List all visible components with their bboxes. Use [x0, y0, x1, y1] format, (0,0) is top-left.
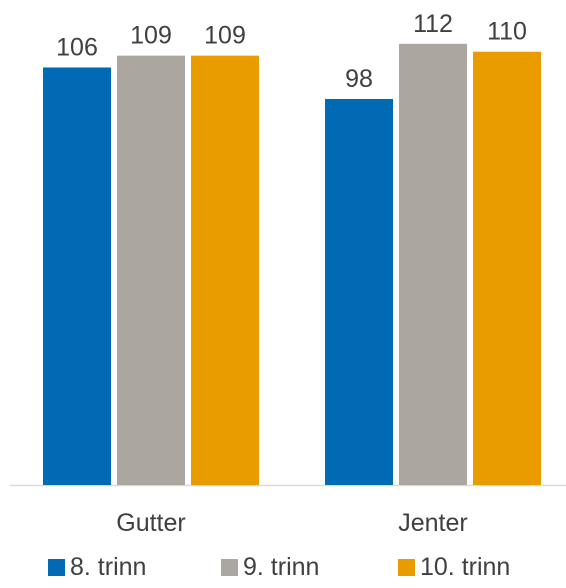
data-label: 98: [345, 65, 373, 93]
data-label: 110: [487, 18, 527, 46]
legend-item-9-trinn: 9. trinn: [221, 552, 319, 583]
data-label: 106: [56, 33, 98, 61]
bar-gutter-8-trinn: [43, 67, 111, 485]
data-label: 112: [413, 10, 453, 38]
data-label: 109: [130, 22, 172, 50]
x-tick-label: Jenter: [398, 509, 467, 537]
legend-item-8-trinn: 8. trinn: [48, 552, 146, 583]
legend-swatch: [398, 559, 415, 576]
bar-jenter-9-trinn: [399, 43, 467, 485]
legend-item-10-trinn: 10. trinn: [398, 552, 510, 583]
bar-gutter-9-trinn: [117, 55, 185, 486]
legend-label: 9. trinn: [243, 553, 320, 581]
x-tick-label: Gutter: [116, 509, 185, 537]
legend-label: 8. trinn: [70, 553, 147, 581]
bar-jenter-10-trinn: [473, 51, 541, 486]
data-label: 109: [204, 22, 246, 50]
legend-swatch: [48, 559, 65, 576]
legend-label: 10. trinn: [420, 553, 511, 581]
bar-jenter-8-trinn: [325, 98, 393, 485]
legend: 8. trinn 9. trinn 10. trinn: [0, 552, 566, 583]
legend-swatch: [221, 559, 238, 576]
bar-gutter-10-trinn: [191, 55, 259, 486]
